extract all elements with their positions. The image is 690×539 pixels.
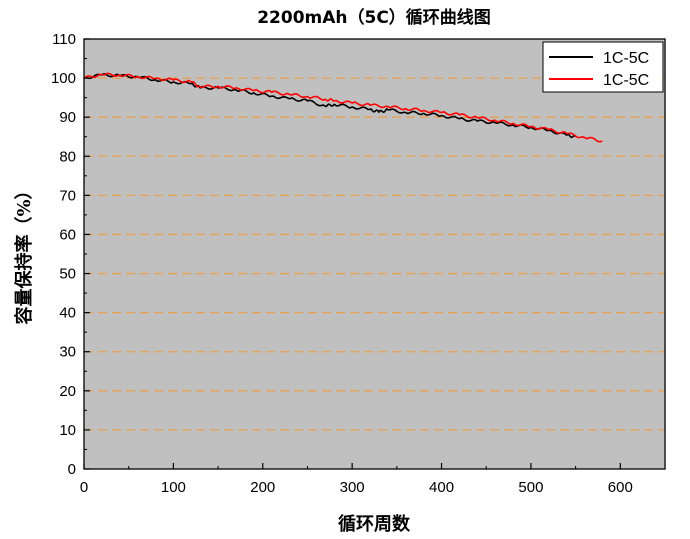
- y-tick-label-30: 30: [59, 344, 76, 361]
- y-tick-label-10: 10: [59, 422, 76, 439]
- legend-label-1: 1C-5C: [603, 50, 649, 67]
- y-tick-label-70: 70: [59, 187, 76, 204]
- y-tick-label-50: 50: [59, 266, 76, 283]
- x-tick-label-200: 200: [250, 479, 275, 496]
- y-tick-label-60: 60: [59, 226, 76, 243]
- series-line-1: [83, 72, 577, 139]
- x-tick-label-300: 300: [340, 479, 365, 496]
- y-tick-label-100: 100: [51, 70, 76, 87]
- y-tick-label-90: 90: [59, 109, 76, 126]
- y-tick-label-20: 20: [59, 383, 76, 400]
- x-axis-label: 循环周数: [338, 513, 411, 535]
- x-tick-label-0: 0: [80, 479, 88, 496]
- legend: 1C-5C 1C-5C: [542, 41, 664, 93]
- ticks: 0 100 200 300 400 500 600 0 10 20 30 40 50 60 70 80 90 10…: [51, 31, 633, 496]
- x-tick-label-500: 500: [518, 479, 543, 496]
- y-tick-label-80: 80: [59, 148, 76, 165]
- y-tick-label-40: 40: [59, 305, 76, 322]
- y-tick-label-110: 110: [52, 31, 76, 48]
- legend-label-2: 1C-5C: [603, 72, 649, 89]
- chart-title: 2200mAh（5C）循环曲线图: [257, 7, 491, 28]
- x-tick-label-100: 100: [161, 479, 186, 496]
- legend-box: [542, 41, 664, 93]
- y-axis-label: 容量保持率（%）: [13, 181, 35, 324]
- x-tick-label-600: 600: [608, 479, 633, 496]
- x-tick-label-400: 400: [429, 479, 454, 496]
- y-tick-label-0: 0: [68, 461, 76, 478]
- series-line-2: [83, 72, 603, 143]
- series-lines: [83, 72, 603, 143]
